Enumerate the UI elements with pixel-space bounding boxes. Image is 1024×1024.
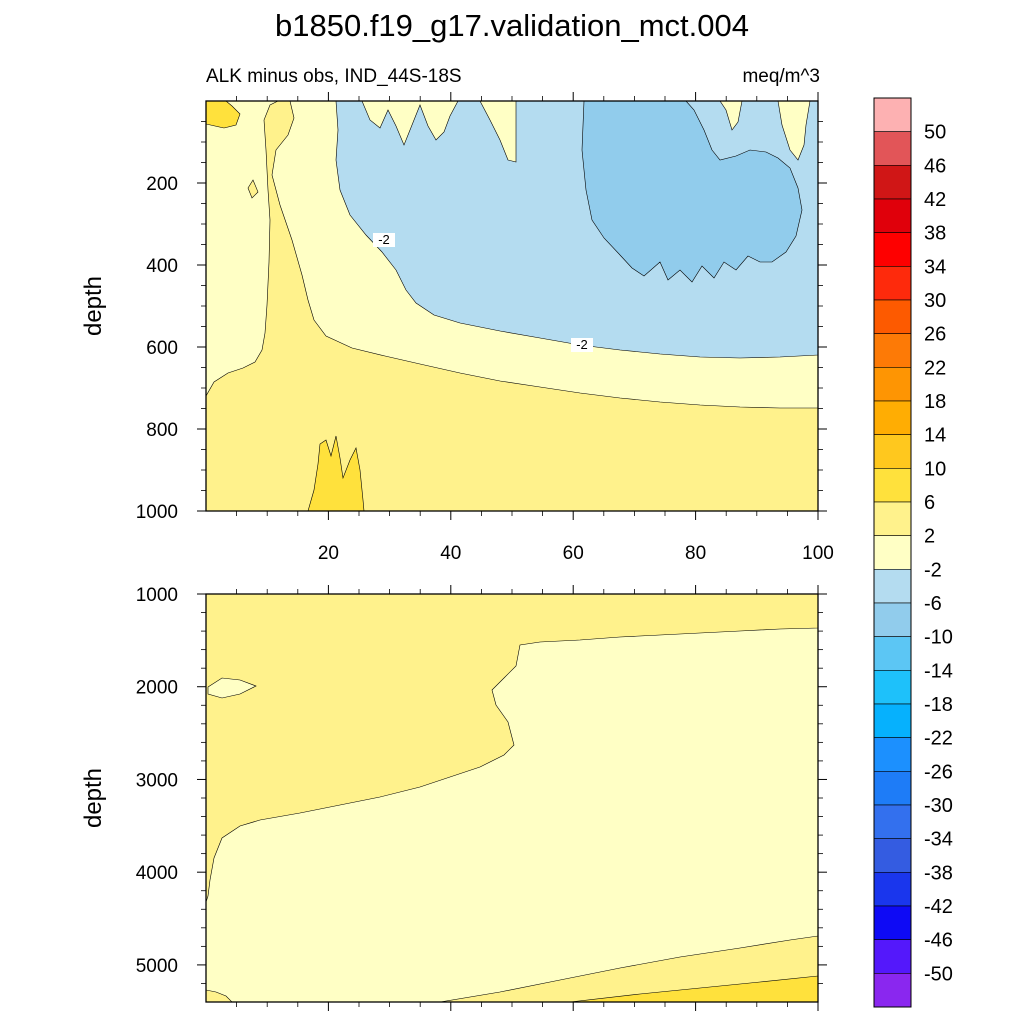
colorbar-swatch [873,400,912,435]
colorbar-tick-label: 34 [924,256,946,278]
bottom-y-tick-label: 1000 [136,585,178,606]
colorbar-tick-label: 38 [924,223,946,245]
colorbar-tick-label: -34 [924,829,953,851]
colorbar-tick-label: 14 [924,425,946,447]
colorbar-tick-label: 30 [924,290,946,312]
units-label: meq/m^3 [742,66,820,87]
colorbar-tick-label: 26 [924,324,946,346]
colorbar-swatch [873,535,912,570]
colorbar-tick-label: 42 [924,189,946,211]
colorbar-tick-label: -38 [924,862,953,884]
bottom-y-tick-label: 2000 [136,678,178,699]
colorbar-swatch [873,905,912,940]
top-field-blue-mid [581,101,803,283]
colorbar-tick-label: -10 [924,627,953,649]
bottom-axis-ticks: 1000 2000 3000 4000 5000 [136,585,827,1011]
top-y-tick-label: 1000 [136,502,178,523]
colorbar-tick-label: -26 [924,761,953,783]
top-y-tick-label: 800 [146,420,178,441]
colorbar-swatch [873,266,912,301]
top-x-tick-label: 100 [802,543,834,564]
top-x-tick-label: 20 [318,543,339,564]
colorbar-tick-label: -50 [924,963,953,985]
subtitle-left: ALK minus obs, IND_44S-18S [206,66,462,87]
top-contour-label: -2 [571,337,593,352]
colorbar-tick-label: 10 [924,458,946,480]
colorbar-tick-label: 2 [924,526,935,548]
colorbar-tick-label: -6 [924,593,942,615]
top-contour-label: -2 [373,232,395,247]
bottom-y-tick-label: 4000 [136,863,178,884]
bottom-y-axis-label: depth [80,768,107,828]
colorbar-swatch [873,165,912,200]
chart-title: b1850.f19_g17.validation_mct.004 [275,8,749,43]
bottom-y-tick-label: 5000 [136,956,178,977]
top-x-tick-label: 60 [563,543,584,564]
colorbar-tick-label: -14 [924,660,953,682]
colorbar-swatch [873,973,912,1008]
top-axis-ticks: 20 40 60 80 100 200 400 600 800 1000 [136,92,834,564]
bottom-field-light-pocket [207,677,257,699]
colorbar-swatch [873,703,912,738]
top-y-tick-label: 400 [146,256,178,277]
colorbar-tick-label: -46 [924,930,953,952]
colorbar-swatch [873,198,912,233]
bottom-field-yellow-mid [206,594,818,903]
top-field-yellow-dark-bottom [307,435,365,511]
colorbar-swatch [873,771,912,806]
top-x-tick-label: 80 [685,543,706,564]
colorbar-swatch [873,737,912,772]
colorbar-swatch [873,367,912,402]
colorbar-swatch [873,131,912,166]
colorbar-swatch [873,838,912,873]
colorbar-tick-label: 18 [924,391,946,413]
bottom-y-tick-label: 3000 [136,770,178,791]
colorbar-tick-label: -2 [924,559,942,581]
top-field-yellow-dark-top [206,101,241,129]
colorbar-swatch [873,434,912,469]
top-contour-label-text: -2 [378,232,390,247]
top-y-tick-label: 600 [146,338,178,359]
bottom-field-corner [206,989,233,1002]
colorbar-tick-label: 22 [924,357,946,379]
colorbar-swatch [873,501,912,536]
colorbar-tick-label: -18 [924,694,953,716]
colorbar-swatch [873,97,912,132]
top-y-tick-label: 200 [146,174,178,195]
colorbar-tick-label: 50 [924,122,946,144]
colorbar-tick-label: -42 [924,896,953,918]
top-panel: -2 -2 20 40 60 80 100 200 400 600 800 1000 depth [80,92,834,564]
colorbar-swatch [873,468,912,503]
colorbar-tick-label: 6 [924,492,935,514]
colorbar-swatch [873,872,912,907]
top-x-tick-label: 40 [440,543,461,564]
top-field-yellow-spot [247,179,259,199]
colorbar-swatch [873,939,912,974]
colorbar-swatch [873,232,912,267]
colorbar-swatch [873,602,912,637]
colorbar-swatch [873,804,912,839]
colorbar-swatch [873,670,912,705]
bottom-field-lower-dark [569,975,818,1002]
colorbar-frame [873,97,912,1008]
bottom-panel: 1000 2000 3000 4000 5000 depth [80,585,827,1011]
top-y-axis-label: depth [80,276,107,336]
colorbar-swatch [873,569,912,604]
colorbar-swatch [873,333,912,368]
colorbar-swatch [873,299,912,334]
colorbar-tick-label: 46 [924,155,946,177]
top-contour-label-text: -2 [576,337,588,352]
colorbar: 50 46 42 38 34 30 26 22 18 14 10 6 2 -2 -6 -10 -14 -18 -22… [873,97,953,1008]
colorbar-tick-label: -22 [924,728,953,750]
colorbar-swatch [873,636,912,671]
top-field-yellow-light [206,101,279,397]
colorbar-tick-label: -30 [924,795,953,817]
